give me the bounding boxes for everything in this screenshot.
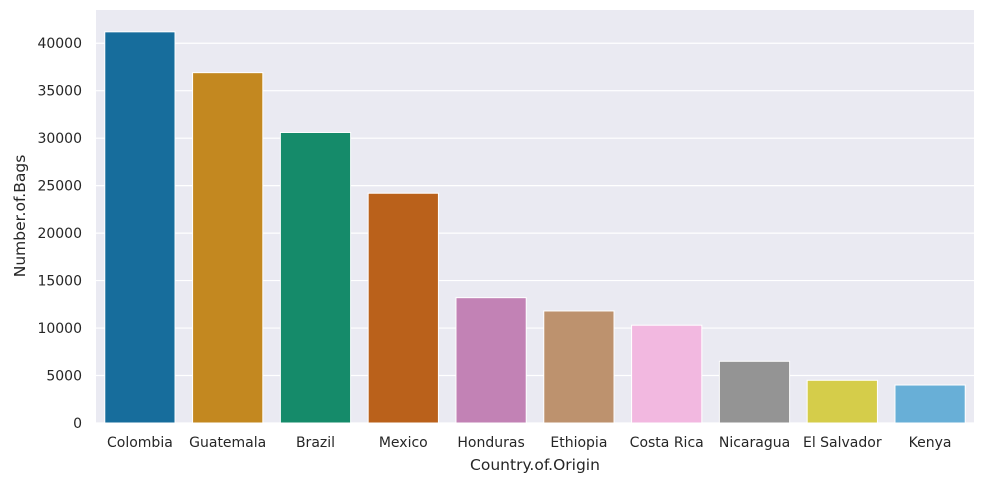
bar-guatemala: [192, 72, 264, 424]
x-tick-label: Brazil: [296, 435, 335, 451]
y-tick-label: 20000: [37, 226, 82, 242]
bar-costa-rica: [631, 324, 703, 424]
y-tick-labels: 0 5000 10000 15000 20000 25000 30000 35000 40000: [37, 36, 82, 432]
y-tick-label: 35000: [37, 84, 82, 100]
x-tick-label: Nicaragua: [719, 435, 790, 451]
y-tick-label: 15000: [37, 274, 82, 290]
x-axis-title: Country.of.Origin: [470, 456, 600, 474]
bar-ethiopia: [543, 310, 615, 424]
x-tick-label: Mexico: [379, 435, 428, 451]
x-tick-label: Colombia: [107, 435, 173, 451]
bar-colombia: [104, 31, 176, 424]
bar-el-salvador: [806, 379, 878, 424]
bar-brazil: [279, 131, 352, 424]
bars: [104, 31, 966, 424]
y-axis-title: Number.of.Bags: [11, 155, 29, 278]
bar-kenya: [894, 384, 966, 424]
y-tick-label: 5000: [46, 369, 82, 385]
bar-nicaragua: [718, 360, 791, 424]
bar-honduras: [455, 297, 527, 424]
x-tick-label: Honduras: [457, 435, 524, 451]
y-tick-label: 30000: [37, 131, 82, 147]
bar-mexico: [367, 192, 439, 424]
x-tick-label: Costa Rica: [630, 435, 704, 451]
y-tick-label: 40000: [37, 36, 82, 52]
y-tick-label: 10000: [37, 321, 82, 337]
x-tick-label: El Salvador: [803, 435, 882, 451]
y-tick-label: 25000: [37, 179, 82, 195]
x-tick-label: Guatemala: [189, 435, 266, 451]
x-tick-labels: Colombia Guatemala Brazil Mexico Honduras Eth…: [107, 435, 952, 451]
x-tick-label: Ethiopia: [550, 435, 607, 451]
y-tick-label: 0: [73, 416, 82, 432]
x-tick-label: Kenya: [909, 435, 952, 451]
